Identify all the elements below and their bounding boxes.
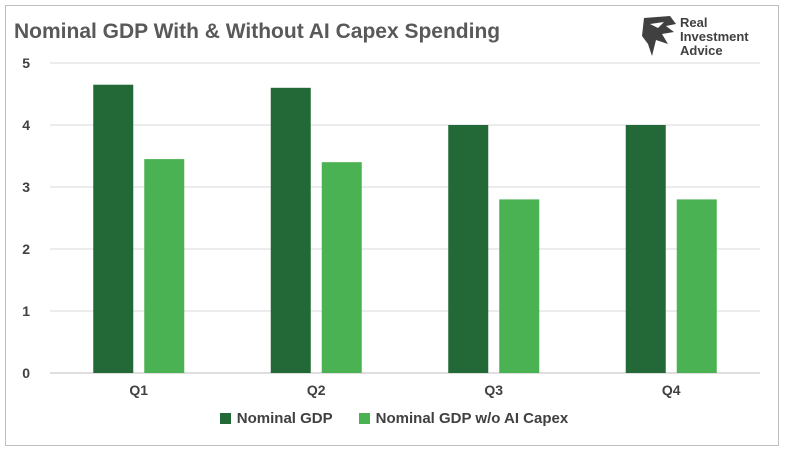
- legend-swatch: [358, 413, 370, 424]
- bar-q3-series-1: [448, 125, 489, 373]
- bar-q4-series-2: [676, 199, 717, 373]
- x-axis-ticks: Q1 Q2 Q3 Q4: [129, 382, 680, 398]
- legend-swatch: [219, 413, 231, 424]
- legend-item: Nominal GDP: [219, 410, 333, 427]
- legend-label: Nominal GDP: [236, 410, 333, 427]
- legend: Nominal GDP Nominal GDP w/o AI Capex: [0, 410, 788, 427]
- chart-title: Nominal GDP With & Without AI Capex Spen…: [14, 20, 501, 43]
- legend-label: Nominal GDP w/o AI Capex: [375, 410, 569, 427]
- brand-line-1: Real: [680, 15, 708, 30]
- brand-logo: Real Investment Advice: [640, 14, 780, 64]
- bars: [93, 84, 717, 374]
- bar-q4-series-1: [625, 125, 666, 373]
- y-tick-label: 1: [22, 303, 30, 319]
- eagle-head-icon: [642, 16, 676, 56]
- bar-q3-series-2: [499, 199, 540, 373]
- bar-q2-series-2: [321, 162, 362, 373]
- x-tick-label: Q2: [307, 382, 326, 398]
- brand-name: Real Investment Advice: [680, 16, 749, 58]
- y-tick-label: 4: [22, 117, 30, 133]
- bar-q1-series-1: [93, 84, 134, 373]
- brand-line-3: Advice: [680, 43, 723, 58]
- x-tick-label: Q3: [484, 382, 503, 398]
- bar-q1-series-2: [144, 159, 185, 373]
- y-tick-label: 3: [22, 179, 30, 195]
- y-tick-label: 5: [22, 55, 30, 71]
- x-tick-label: Q1: [129, 382, 148, 398]
- x-tick-label: Q4: [662, 382, 681, 398]
- y-tick-label: 0: [22, 365, 30, 381]
- brand-line-2: Investment: [680, 29, 749, 44]
- bar-q2-series-1: [270, 87, 311, 374]
- y-tick-label: 2: [22, 241, 30, 257]
- legend-item: Nominal GDP w/o AI Capex: [358, 410, 569, 427]
- y-axis-ticks: 0 1 2 3 4 5: [22, 55, 30, 381]
